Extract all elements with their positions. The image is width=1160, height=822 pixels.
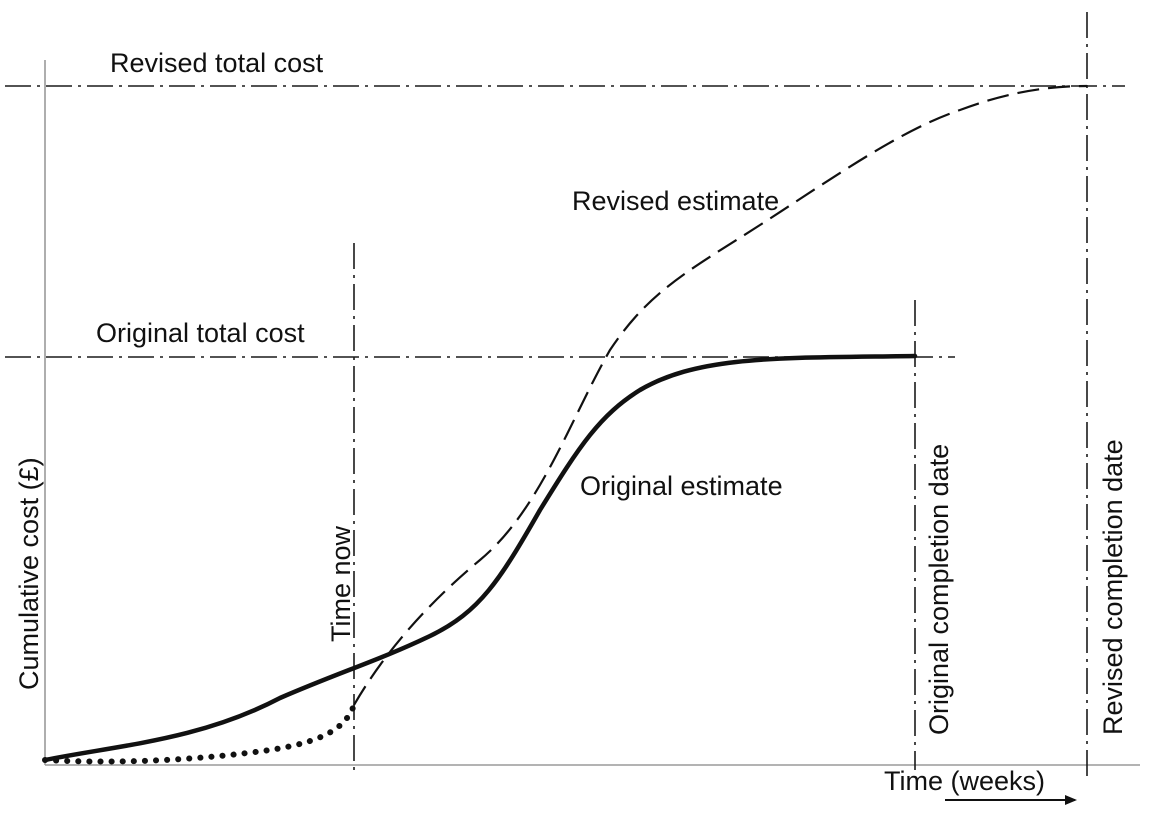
original-estimate-curve: [42, 353, 918, 763]
revised-estimate-curve: [353, 84, 1088, 706]
x-axis-title: Time (weeks): [884, 766, 1045, 796]
revised-completion-date-label: Revised completion date: [1098, 439, 1128, 735]
y-axis-title: Cumulative cost (£): [14, 457, 44, 690]
original-estimate-label: Original estimate: [580, 471, 783, 501]
original-completion-date-label: Original completion date: [924, 444, 954, 735]
revised-total-cost-label: Revised total cost: [110, 48, 324, 78]
original-total-cost-label: Original total cost: [96, 318, 305, 348]
revised-estimate-label: Revised estimate: [572, 186, 779, 216]
time-now-label: Time now: [326, 525, 356, 642]
